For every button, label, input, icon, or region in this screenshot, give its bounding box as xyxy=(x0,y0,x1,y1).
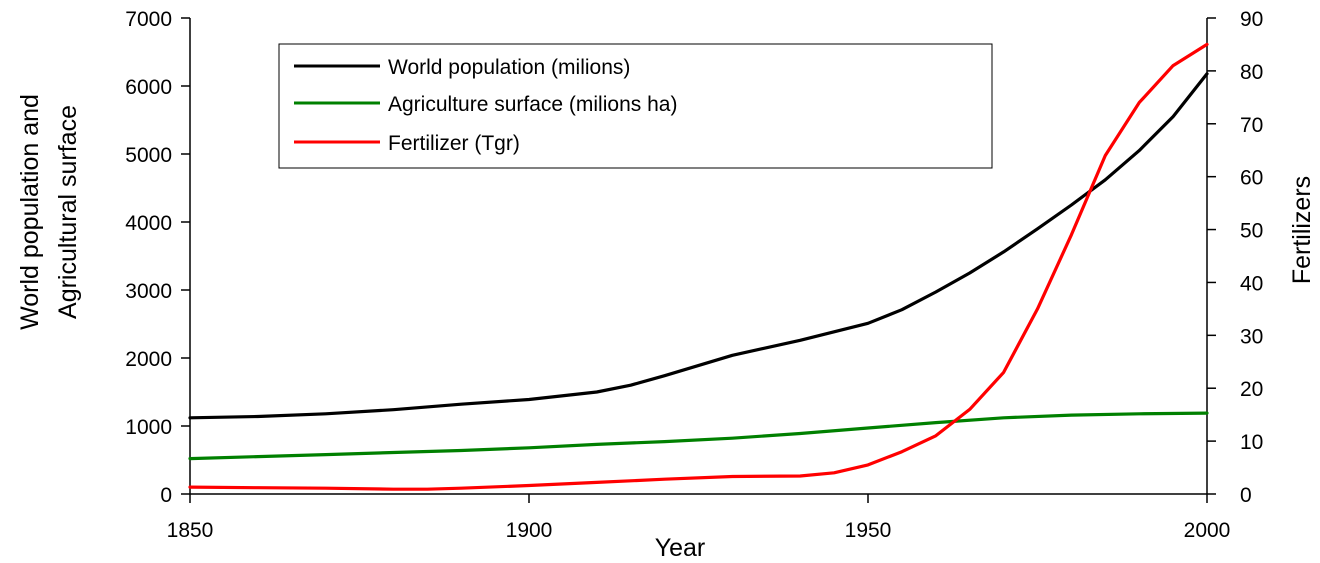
y-right-tick-label: 50 xyxy=(1240,220,1263,243)
left-axis-title-line-2: Agricultural surface xyxy=(54,105,82,319)
x-axis-title: Year xyxy=(655,534,706,562)
legend-label-population: World population (milions) xyxy=(388,56,630,79)
axes: 0 1000 2000 3000 4000 5000 6000 7000 0 10 20 30 40 50… xyxy=(125,8,1263,542)
y-right-tick-label: 30 xyxy=(1240,325,1263,348)
series-lines xyxy=(188,42,1209,491)
x-tick-label: 1950 xyxy=(845,519,892,542)
y-right-tick-label: 0 xyxy=(1240,484,1252,507)
y-right-tick-label: 40 xyxy=(1240,272,1263,295)
y-left-tick-label: 5000 xyxy=(125,144,172,167)
legend: World population (milions) Agriculture s… xyxy=(278,43,993,169)
y-right-tick-label: 70 xyxy=(1240,114,1263,137)
legend-box xyxy=(278,43,993,169)
y-right-tick-label: 20 xyxy=(1240,378,1263,401)
x-tick-label: 1900 xyxy=(506,519,553,542)
y-left-tick-label: 6000 xyxy=(125,76,172,99)
y-right-tick-label: 80 xyxy=(1240,61,1263,84)
right-axis-title: Fertilizers xyxy=(1288,176,1316,284)
y-left-tick-label: 7000 xyxy=(125,8,172,31)
x-tick-label: 2000 xyxy=(1184,519,1231,542)
series-line-agriculture xyxy=(188,411,1209,461)
y-left-tick-label: 0 xyxy=(160,484,172,507)
left-axis-title: World population and Agricultural surfac… xyxy=(16,94,82,330)
y-left-tick-label: 4000 xyxy=(125,212,172,235)
y-left-tick-label: 3000 xyxy=(125,280,172,303)
legend-label-fertilizer: Fertilizer (Tgr) xyxy=(388,132,520,155)
legend-label-agriculture: Agriculture surface (milions ha) xyxy=(388,93,677,116)
y-left-tick-label: 1000 xyxy=(125,416,172,439)
y-right-tick-label: 10 xyxy=(1240,431,1263,454)
left-axis-title-line-1: World population and xyxy=(16,94,44,330)
x-tick-label: 1850 xyxy=(167,519,214,542)
y-right-tick-label: 60 xyxy=(1240,167,1263,190)
y-left-tick-label: 2000 xyxy=(125,348,172,371)
y-right-tick-label: 90 xyxy=(1240,8,1263,31)
